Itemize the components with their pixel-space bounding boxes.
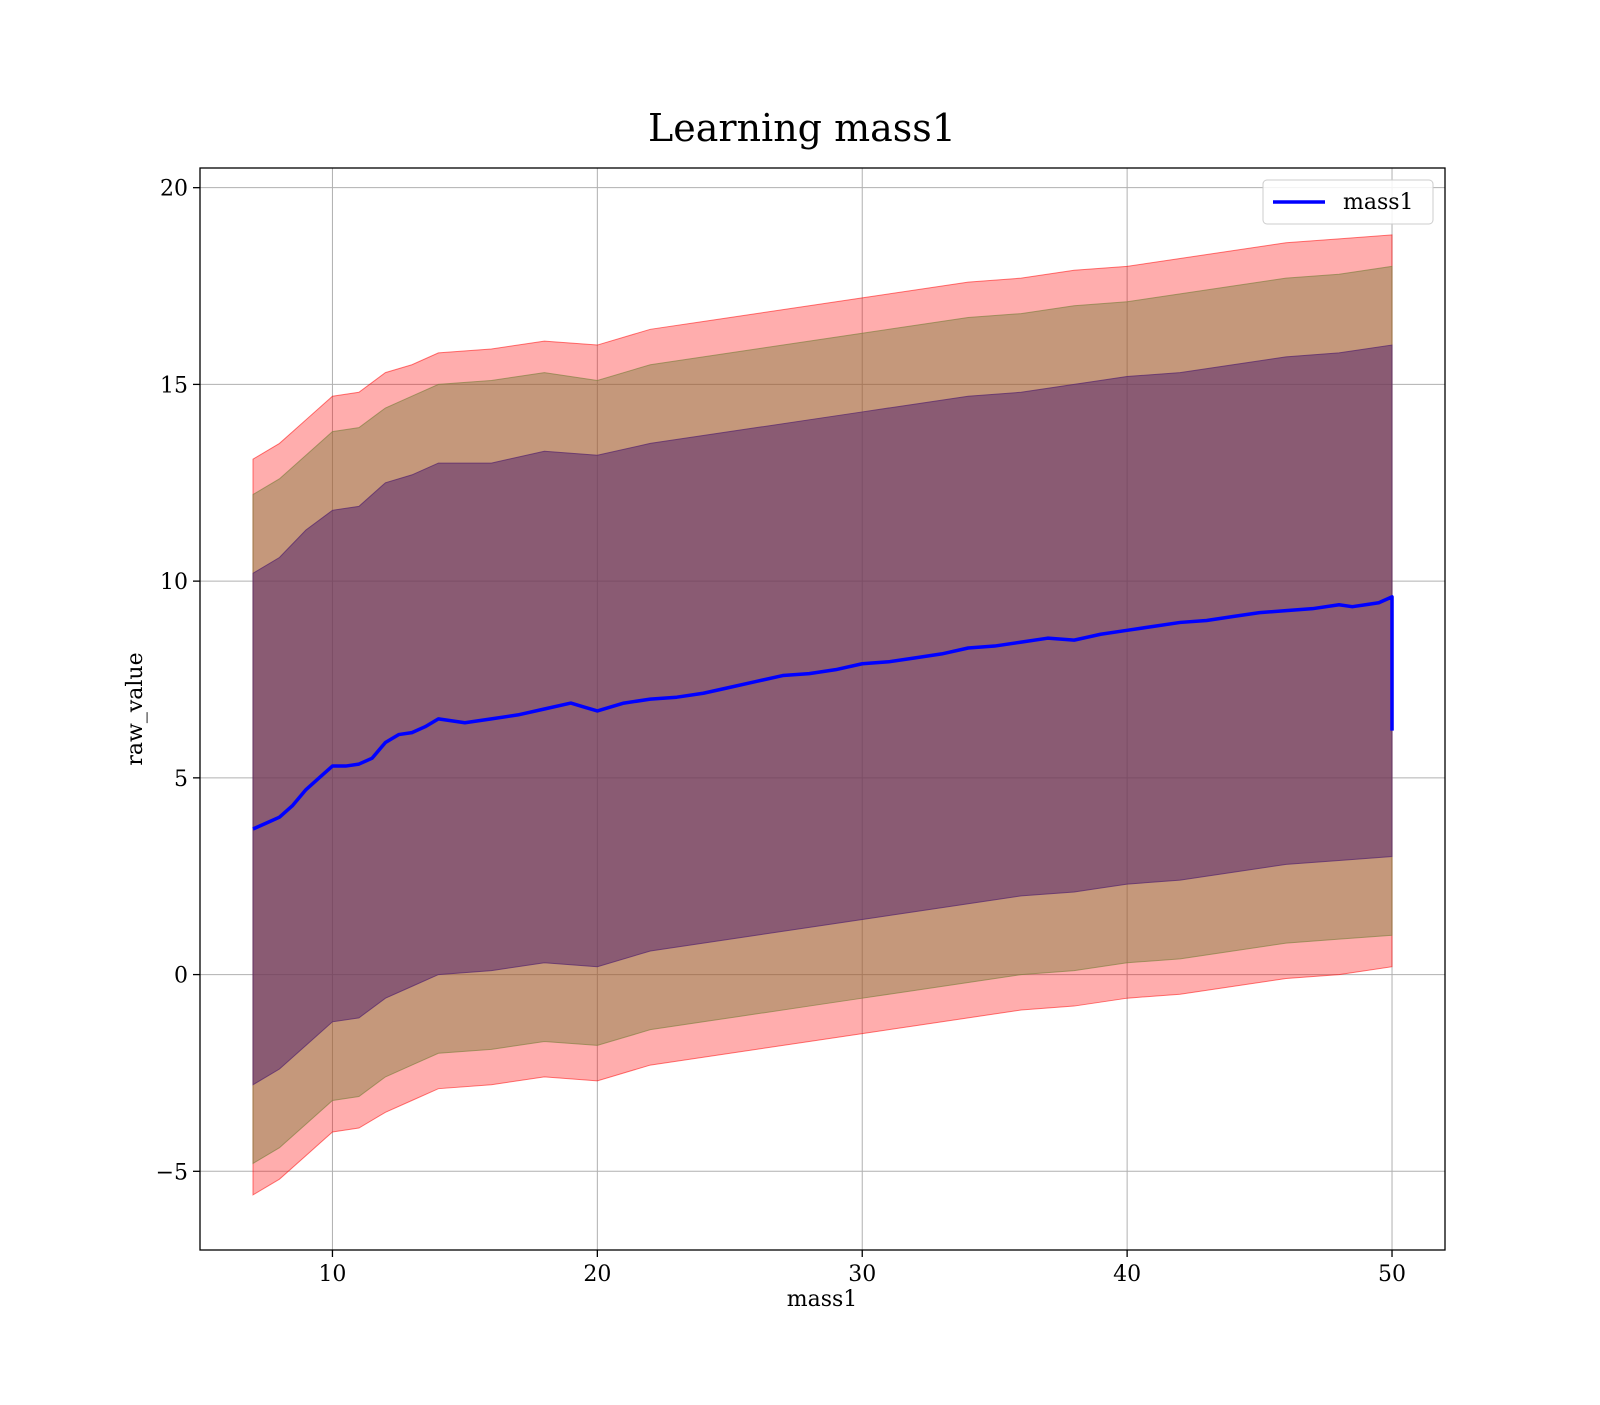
confidence-bands: [252, 234, 1393, 1196]
uncertainty-band-3: [252, 344, 1393, 1086]
x-tick-label: 40: [1113, 1262, 1141, 1287]
y-tick-label: 0: [174, 964, 188, 989]
y-tick-label: 20: [160, 177, 188, 202]
axes-frame: [199, 167, 1446, 1251]
x-tick-label: 50: [1378, 1262, 1406, 1287]
x-tick-label: 20: [583, 1262, 611, 1287]
legend-box: [1262, 179, 1434, 225]
x-axis-label: mass1: [787, 1287, 858, 1312]
series-line-mass1: [252, 595, 1394, 831]
legend-label-mass1: mass1: [1343, 190, 1414, 215]
legend: mass1: [1262, 179, 1434, 225]
y-tick-label: 10: [160, 570, 188, 595]
y-axis-label: raw_value: [123, 652, 148, 765]
x-tick-label: 30: [848, 1262, 876, 1287]
chart-title: Learning mass1: [648, 106, 956, 150]
y-axis-ticks: −5 0 5 10 15 20: [156, 177, 200, 1185]
y-tick-label: −5: [156, 1160, 188, 1185]
x-tick-label: 10: [318, 1262, 346, 1287]
y-tick-label: 15: [160, 373, 188, 398]
x-axis-ticks: 10 20 30 40 50: [318, 1250, 1406, 1287]
y-tick-label: 5: [174, 767, 188, 792]
series-lines: [252, 595, 1394, 831]
